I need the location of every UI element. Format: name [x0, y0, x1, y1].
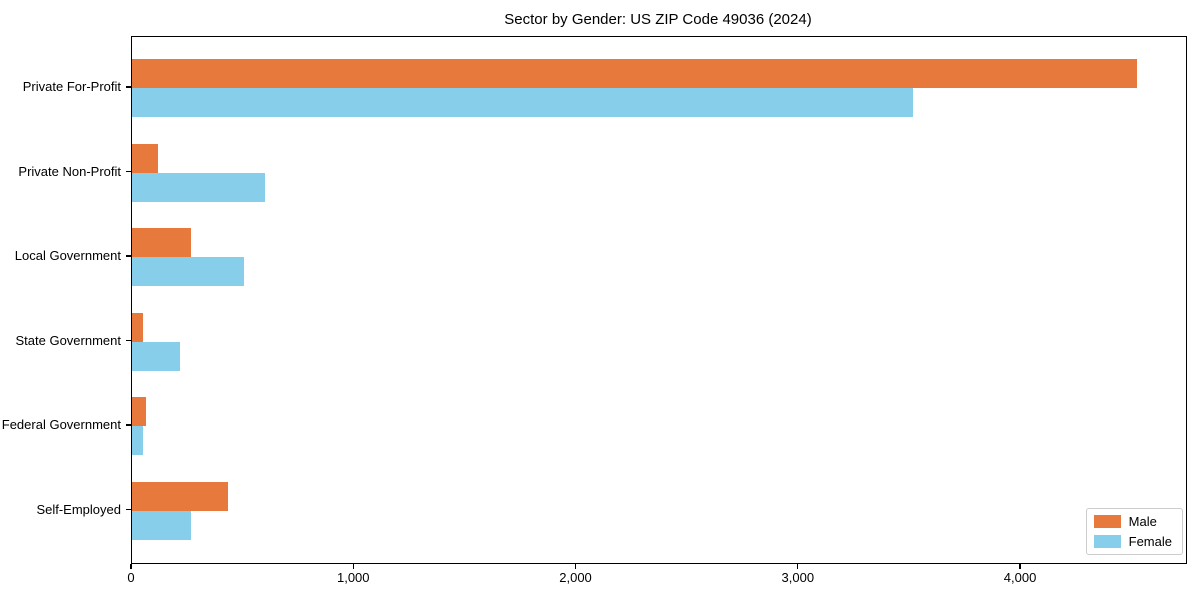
y-axis-tick	[126, 255, 131, 257]
y-axis-tick	[126, 424, 131, 426]
x-axis-tick-label: 3,000	[781, 570, 815, 585]
bar-male-4	[132, 397, 146, 426]
bar-male-5	[132, 481, 228, 511]
x-axis-tick	[797, 563, 799, 569]
bar-female-2	[132, 257, 245, 286]
y-axis-label: State Government	[15, 332, 122, 348]
x-axis-tick-label: 2,000	[559, 570, 592, 585]
bar-male-3	[132, 312, 143, 342]
y-axis-label: Federal Government	[1, 417, 121, 432]
legend-swatch-female	[1093, 535, 1121, 548]
x-axis-tick	[574, 563, 577, 569]
x-axis-tick-label: 4,000	[1003, 570, 1037, 585]
x-axis-tick-label: 1,000	[336, 570, 370, 585]
legend-swatch-male	[1093, 515, 1121, 528]
x-axis-tick	[130, 563, 132, 569]
y-axis-tick	[126, 86, 131, 88]
bar-male-0	[132, 59, 1137, 88]
bar-female-0	[132, 88, 914, 117]
bar-female-3	[132, 341, 180, 371]
x-axis-tick	[1019, 563, 1021, 569]
y-axis-label: Self-Employed	[36, 501, 121, 517]
x-axis-tick-label: 0	[127, 570, 135, 585]
y-axis-label: Private For-Profit	[22, 79, 121, 94]
legend-item: Male	[1093, 514, 1172, 529]
bar-female-1	[132, 172, 265, 202]
bar-male-1	[132, 143, 159, 173]
y-axis-label: Private Non-Profit	[18, 163, 121, 179]
bar-female-4	[132, 426, 143, 455]
legend-label: Male	[1128, 514, 1157, 529]
plot-area: Male Female	[131, 36, 1187, 564]
y-axis-tick	[126, 170, 131, 173]
y-axis-tick	[126, 508, 131, 511]
y-axis-label: Local Government	[14, 248, 121, 263]
bar-female-5	[132, 510, 192, 540]
y-axis-tick	[126, 339, 131, 342]
legend-label: Female	[1128, 534, 1172, 549]
chart-title: Sector by Gender: US ZIP Code 49036 (202…	[504, 11, 812, 28]
legend: Male Female	[1085, 508, 1183, 555]
x-axis-tick	[352, 563, 354, 569]
legend-item: Female	[1093, 534, 1172, 549]
bar-male-2	[132, 228, 192, 257]
